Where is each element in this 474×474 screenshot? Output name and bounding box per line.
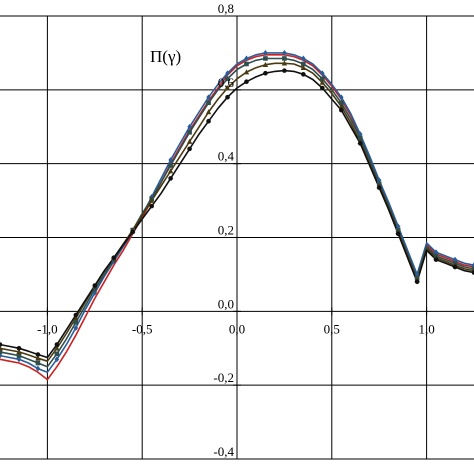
data-point: [16, 349, 22, 355]
data-point: [0, 345, 3, 351]
data-point: [205, 109, 212, 115]
data-point: [414, 279, 420, 285]
data-point: [338, 100, 344, 106]
data-point: [301, 72, 306, 77]
data-point: [35, 355, 41, 361]
data-point: [35, 360, 41, 366]
x-tick-label: 0,5: [324, 321, 340, 336]
tick-labels: -1,0 -0,5 0,0 0,5 1,0 0,8 0,6 0,4 0,2 0,0 -0,2 -0,4: [37, 1, 435, 459]
data-point: [206, 100, 211, 106]
data-point: [149, 203, 154, 209]
data-point: [262, 61, 269, 68]
data-point: [263, 50, 268, 56]
data-point: [357, 131, 363, 138]
data-point: [433, 249, 439, 256]
data-point: [244, 61, 249, 67]
data-point: [338, 103, 344, 109]
data-point: [376, 185, 382, 190]
data-point: [338, 94, 344, 101]
series-group: [0, 52, 474, 381]
data-point: [357, 141, 363, 146]
data-point: [54, 356, 60, 363]
data-point: [186, 138, 193, 144]
y-tick-label: 0,4: [218, 149, 235, 164]
data-point: [300, 64, 307, 70]
data-point: [206, 94, 211, 101]
data-point: [281, 60, 288, 66]
data-point: [244, 55, 249, 62]
data-point: [471, 266, 474, 272]
x-tick-label: -1,0: [37, 321, 58, 336]
data-point: [320, 76, 325, 82]
data-point: [0, 342, 3, 347]
data-point: [225, 70, 230, 77]
data-point: [282, 56, 287, 61]
data-point: [73, 325, 79, 331]
data-point: [338, 107, 344, 113]
data-point: [73, 312, 79, 318]
data-point: [225, 94, 230, 100]
data-point: [54, 345, 60, 351]
y-tick-label: -0,2: [213, 370, 234, 385]
data-point: [282, 68, 287, 73]
data-point: [471, 270, 474, 275]
data-point: [73, 315, 79, 321]
data-point: [168, 176, 173, 181]
data-point: [92, 289, 98, 296]
marker-group: [0, 50, 474, 372]
x-tick-label: 0,0: [229, 321, 245, 336]
data-point: [168, 157, 173, 163]
y-tick-label: 0,8: [218, 1, 234, 16]
data-point: [244, 79, 249, 85]
y-tick-label: 0,0: [218, 296, 234, 311]
data-point: [73, 320, 79, 325]
data-point: [16, 353, 22, 358]
data-point: [187, 123, 192, 130]
data-point: [301, 61, 306, 67]
y-tick-label: 0,2: [218, 223, 234, 238]
data-point: [111, 255, 117, 261]
data-point: [224, 85, 231, 91]
data-point: [148, 197, 155, 203]
y-tick-label: 0,6: [218, 75, 235, 90]
data-point: [263, 70, 268, 76]
data-point: [357, 135, 363, 141]
series-line-5: [0, 69, 474, 359]
data-point: [54, 342, 60, 347]
data-point: [187, 146, 192, 152]
data-point: [319, 79, 326, 85]
data-point: [395, 231, 401, 237]
x-tick-label: -0,5: [132, 321, 153, 336]
data-point: [282, 50, 287, 56]
data-point: [92, 283, 98, 288]
data-point: [320, 70, 325, 77]
data-point: [130, 229, 136, 235]
data-point: [301, 55, 306, 62]
y-axis-title: Π(γ): [150, 47, 181, 66]
data-point: [225, 76, 230, 82]
y-tick-label: -0,4: [213, 444, 234, 459]
x-tick-label: 1,0: [418, 321, 434, 336]
data-point: [0, 349, 3, 355]
data-point: [54, 351, 60, 357]
data-point: [35, 365, 41, 372]
data-point: [35, 352, 41, 357]
data-point: [167, 168, 174, 174]
data-point: [320, 85, 325, 91]
data-point: [92, 286, 98, 292]
data-point: [433, 257, 439, 262]
grid: [0, 15, 474, 460]
data-point: [243, 69, 250, 75]
data-point: [206, 118, 211, 124]
series-line-2: [0, 52, 474, 374]
data-point: [263, 56, 268, 61]
data-point: [376, 177, 382, 184]
data-point: [187, 129, 192, 135]
data-point: [452, 264, 458, 270]
data-point: [16, 345, 22, 351]
data-point: [168, 163, 173, 168]
